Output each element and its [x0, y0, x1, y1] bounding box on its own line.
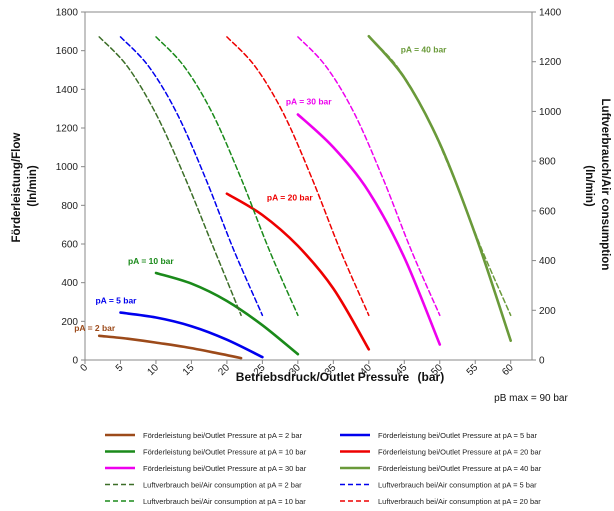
- y-left-tick-label: 1600: [56, 46, 79, 57]
- legend-label: Luftverbrauch bei/Air consumption at pA …: [378, 481, 537, 490]
- series-line-flow-1: [119, 311, 264, 359]
- series-annotations: pA = 2 bar pA = 5 bar pA = 10 bar pA = 20 b…: [74, 45, 447, 333]
- legend-label: Förderleistung bei/Outlet Pressure at pA…: [378, 448, 542, 457]
- max-pressure-note: pB max = 90 bar: [494, 393, 568, 404]
- y-left-tick-label: 1000: [56, 162, 79, 173]
- y-left-tick-label: 1200: [56, 124, 79, 135]
- legend-label: Förderleistung bei/Outlet Pressure at pA…: [378, 464, 542, 473]
- legend-label: Förderleistung bei/Outlet Pressure at pA…: [143, 448, 307, 457]
- legend-label: Förderleistung bei/Outlet Pressure at pA…: [143, 464, 307, 473]
- y-left-axis-title-main: Förderleistung/Flow: [11, 133, 23, 243]
- x-tick-label: 0: [78, 362, 90, 374]
- plot-frame: [84, 11, 533, 361]
- y-right-tick-label: 1400: [539, 8, 562, 19]
- y-left-axis-title: Förderleistung/Flow (ln/min): [11, 129, 39, 242]
- series-annotation: pA = 30 bar: [286, 96, 332, 106]
- y-left-tick-label: 600: [61, 240, 78, 251]
- x-tick-label: 5: [114, 362, 126, 374]
- x-tick-label: 60: [500, 362, 516, 378]
- legend-label: Luftverbrauch bei/Air consumption at pA …: [143, 481, 302, 490]
- legend: Förderleistung bei/Outlet Pressure at pA…: [105, 431, 542, 506]
- series-annotation: pA = 20 bar: [267, 193, 313, 203]
- legend-label: Luftverbrauch bei/Air consumption at pA …: [378, 497, 541, 506]
- series-line-flow-2: [154, 271, 300, 356]
- series-line-air-6: [98, 36, 242, 317]
- y-right-axis-ticks: 0 200 400 600 800 1000 1200 1400: [532, 8, 562, 367]
- series-layer: [97, 34, 512, 360]
- x-axis-title-main: Betriebsdruck/Outlet Pressure: [236, 370, 410, 384]
- y-left-axis-ticks: 0 200 400 600 800 1000 1200 1400 1600 1800: [56, 8, 85, 367]
- y-right-tick-label: 800: [539, 157, 556, 168]
- y-right-axis-title: Luftverbrauch/Air consumption (ln/min): [583, 98, 611, 273]
- x-tick-label: 10: [145, 362, 161, 378]
- y-right-tick-label: 1200: [539, 57, 562, 68]
- series-line-flow-4: [296, 113, 442, 346]
- series-line-air-9: [226, 36, 370, 317]
- series-line-flow-5: [367, 34, 512, 342]
- y-left-tick-label: 0: [72, 356, 78, 367]
- y-right-axis-title-unit: (ln/min): [583, 165, 595, 207]
- series-annotation: pA = 40 bar: [401, 45, 447, 55]
- legend-label: Förderleistung bei/Outlet Pressure at pA…: [378, 431, 538, 440]
- x-axis-title-unit: (bar): [418, 370, 445, 384]
- y-left-tick-label: 800: [61, 201, 78, 212]
- y-right-tick-label: 600: [539, 206, 556, 217]
- series-annotation: pA = 10 bar: [128, 256, 174, 266]
- x-tick-label: 15: [181, 362, 197, 378]
- legend-label: Förderleistung bei/Outlet Pressure at pA…: [143, 431, 303, 440]
- legend-label: Luftverbrauch bei/Air consumption at pA …: [143, 497, 306, 506]
- y-right-tick-label: 400: [539, 256, 556, 267]
- series-line-air-11: [368, 36, 512, 317]
- y-right-tick-label: 1000: [539, 107, 562, 118]
- series-line-air-7: [119, 36, 264, 317]
- y-right-tick-label: 0: [539, 356, 545, 367]
- y-left-tick-label: 1800: [56, 8, 79, 19]
- series-annotation: pA = 2 bar: [74, 323, 116, 333]
- y-right-axis-title-main: Luftverbrauch/Air consumption: [599, 98, 611, 270]
- x-tick-label: 55: [465, 362, 481, 378]
- y-right-tick-label: 200: [539, 306, 556, 317]
- series-line-air-8: [155, 36, 299, 317]
- series-line-air-10: [297, 36, 441, 317]
- y-left-axis-title-unit: (ln/min): [27, 165, 39, 207]
- x-axis-title: Betriebsdruck/Outlet Pressure (bar): [236, 370, 444, 384]
- x-tick-label: 20: [216, 362, 232, 378]
- y-left-tick-label: 200: [61, 317, 78, 328]
- y-left-tick-label: 400: [61, 278, 78, 289]
- series-line-flow-3: [225, 192, 371, 351]
- y-left-tick-label: 1400: [56, 85, 79, 96]
- series-annotation: pA = 5 bar: [95, 296, 137, 306]
- plot-border: [84, 11, 533, 361]
- series-line-flow-0: [97, 334, 243, 360]
